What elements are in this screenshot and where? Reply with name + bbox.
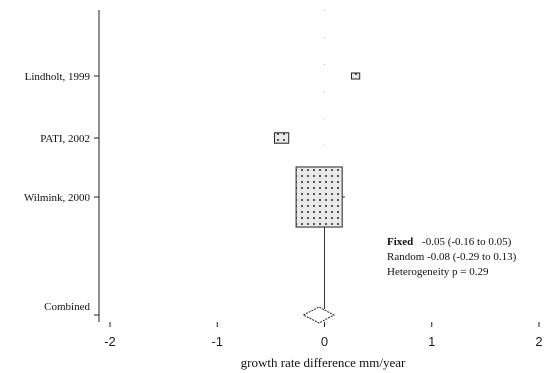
- fixed-effect-line: Fixed -0.05 (-0.16 to 0.05): [387, 236, 512, 248]
- x-axis-label: growth rate difference mm/year: [241, 355, 406, 370]
- summary-stats: Fixed -0.05 (-0.16 to 0.05) Random -0.08…: [387, 236, 517, 278]
- study-effect-box: [273, 132, 290, 144]
- x-tick-label: 0: [321, 334, 328, 349]
- study-effect-box: [295, 166, 343, 228]
- study-labels: Lindholt, 1999 PATI, 2002 Wilmink, 2000 Com…: [24, 71, 91, 313]
- x-tick-label: 1: [428, 334, 435, 349]
- study-label: Lindholt, 1999: [25, 71, 91, 83]
- heterogeneity-line: Heterogeneity p = 0.29: [387, 266, 489, 278]
- fixed-value: -0.05 (-0.16 to 0.05): [422, 236, 512, 248]
- axes: [98, 10, 325, 322]
- x-ticks: -2 -1 0 1 2: [104, 322, 543, 349]
- random-effect-line: Random -0.08 (-0.29 to 0.13): [387, 251, 517, 263]
- study-rows: [94, 72, 361, 324]
- x-tick-label: -1: [211, 334, 223, 349]
- combined-diamond: [302, 306, 335, 324]
- x-tick-label: 2: [535, 334, 542, 349]
- x-tick-label: -2: [104, 334, 116, 349]
- study-effect-box: [350, 72, 361, 80]
- fixed-label: Fixed: [387, 236, 413, 248]
- study-label: PATI, 2002: [40, 133, 90, 145]
- study-label: Wilmink, 2000: [24, 192, 91, 204]
- combined-label: Combined: [44, 301, 90, 313]
